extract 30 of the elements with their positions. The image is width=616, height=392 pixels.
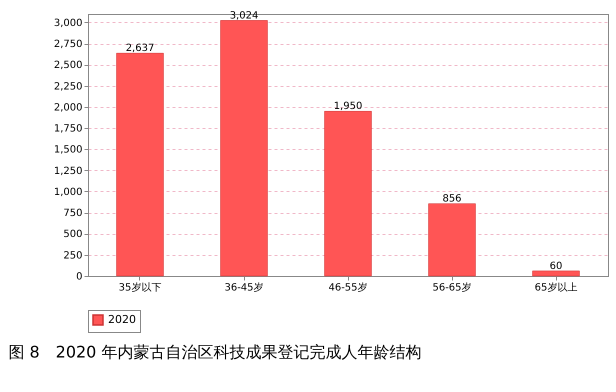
text: 图 8 2020 年内蒙古自治区科技成果登记完成人年龄结构: [8, 342, 422, 362]
x-tick-label: 36-45岁: [224, 282, 264, 294]
x-tick-label: 56-65岁: [432, 282, 472, 294]
y-tick-label: 250: [63, 250, 82, 262]
x-tick-label: 65岁以上: [534, 282, 578, 294]
y-tick-label: 2,500: [54, 60, 82, 72]
data-label: 856: [442, 194, 462, 205]
data-label: 3,024: [230, 10, 258, 22]
y-tick-label: 1,750: [54, 124, 82, 135]
bar: [532, 270, 580, 276]
y-tick-label: 1,500: [54, 144, 82, 156]
y-tick-label: 3,000: [54, 18, 82, 29]
y-tick-label: 2,250: [54, 81, 82, 92]
x-tick-label: 35岁以下: [118, 282, 162, 294]
y-tick-label: 500: [63, 229, 82, 240]
x-tick-label: 46-55岁: [328, 282, 368, 294]
bar: [428, 203, 476, 276]
data-label: 60: [550, 260, 562, 272]
bar: [324, 110, 372, 276]
y-tick-label: 0: [76, 272, 82, 282]
y-tick-label: 2,750: [54, 39, 82, 50]
data-label: 1,950: [334, 101, 362, 112]
data-label: 2,637: [126, 43, 154, 54]
legend-label: 2020: [108, 313, 136, 326]
y-tick-label: 1,250: [54, 166, 82, 177]
bar: [116, 52, 164, 276]
y-tick-label: 2,000: [54, 102, 82, 114]
bar: [220, 20, 268, 276]
y-tick-label: 750: [63, 208, 82, 220]
y-tick-label: 1,000: [54, 186, 82, 198]
